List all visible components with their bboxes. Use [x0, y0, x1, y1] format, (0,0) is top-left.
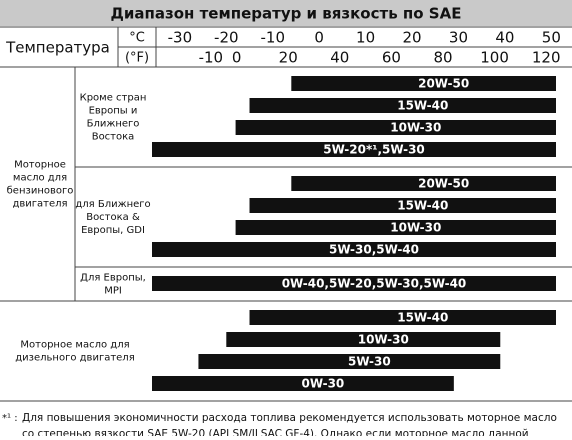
row-label: масло для — [13, 173, 67, 184]
row-label: дизельного двигателя — [15, 353, 134, 364]
fahrenheit-tick: 20 — [279, 49, 298, 67]
bar-label: 10W-30 — [390, 221, 441, 235]
celsius-tick: 30 — [449, 29, 468, 47]
celsius-tick: -20 — [214, 29, 239, 47]
celsius-tick: 40 — [495, 29, 514, 47]
fahrenheit-tick: 100 — [480, 49, 509, 67]
fahrenheit-tick: 80 — [433, 49, 452, 67]
bar-label: 15W-40 — [397, 99, 448, 113]
row-label: Для Европы, — [80, 273, 146, 284]
row-label: Ближнего — [87, 119, 140, 130]
row-label: Европы и — [89, 106, 138, 117]
viscosity-bar — [291, 76, 556, 91]
row-label: двигателя — [12, 199, 67, 210]
viscosity-bar — [249, 98, 556, 113]
bar-label: 5W-30 — [348, 355, 391, 369]
bar-label: 15W-40 — [397, 311, 448, 325]
celsius-tick: 50 — [542, 29, 561, 47]
viscosity-bar — [152, 276, 556, 291]
footnote-line: со степенью вязкости SAE 5W-20 (API SM/I… — [22, 428, 529, 436]
bar-label: 0W-30 — [302, 377, 345, 391]
fahrenheit-tick: 40 — [330, 49, 349, 67]
fahrenheit-unit: (°F) — [125, 51, 149, 66]
title: Диапазон температур и вязкость по SAE — [111, 5, 462, 23]
viscosity-bar — [152, 142, 556, 157]
temperature-label: Температура — [5, 39, 110, 57]
row-label: Моторное масло для — [20, 340, 129, 351]
bar-label: 0W-40,5W-20,5W-30,5W-40 — [282, 277, 467, 291]
fahrenheit-tick: 120 — [532, 49, 561, 67]
celsius-tick: 0 — [314, 29, 324, 47]
viscosity-bar — [235, 120, 556, 135]
row-label: Востока & — [86, 212, 140, 223]
row-label: Кроме стран — [80, 93, 147, 104]
celsius-tick: -30 — [168, 29, 193, 47]
viscosity-bar — [226, 332, 501, 347]
viscosity-bar — [291, 176, 556, 191]
fahrenheit-tick: 0 — [232, 49, 242, 67]
row-label: Моторное — [14, 160, 66, 171]
title-band — [0, 0, 572, 26]
footnote-marker: *¹ : — [2, 413, 18, 424]
bar-label: 20W-50 — [418, 177, 469, 191]
fahrenheit-tick: 60 — [382, 49, 401, 67]
bar-label: 20W-50 — [418, 77, 469, 91]
celsius-tick: 10 — [356, 29, 375, 47]
viscosity-bar — [152, 242, 556, 257]
bar-label: 10W-30 — [358, 333, 409, 347]
celsius-unit: °C — [129, 31, 145, 46]
footnote-line: Для повышения экономичности расхода топл… — [22, 412, 557, 424]
celsius-tick: 20 — [402, 29, 421, 47]
fahrenheit-tick: -10 — [199, 49, 224, 67]
row-label: Европы, GDI — [81, 225, 145, 236]
viscosity-bar — [249, 198, 556, 213]
row-label: для Ближнего — [75, 199, 150, 210]
bar-label: 15W-40 — [397, 199, 448, 213]
bar-label: 5W-20*¹,5W-30 — [323, 143, 425, 157]
bar-label: 5W-30,5W-40 — [329, 243, 419, 257]
row-label: MPI — [104, 286, 122, 297]
celsius-tick: -10 — [260, 29, 285, 47]
viscosity-bar — [152, 376, 454, 391]
row-label: Востока — [92, 132, 135, 143]
row-label: бензинового — [7, 186, 74, 197]
viscosity-bar — [235, 220, 556, 235]
viscosity-bar — [198, 354, 501, 369]
bar-label: 10W-30 — [390, 121, 441, 135]
viscosity-bar — [249, 310, 556, 325]
